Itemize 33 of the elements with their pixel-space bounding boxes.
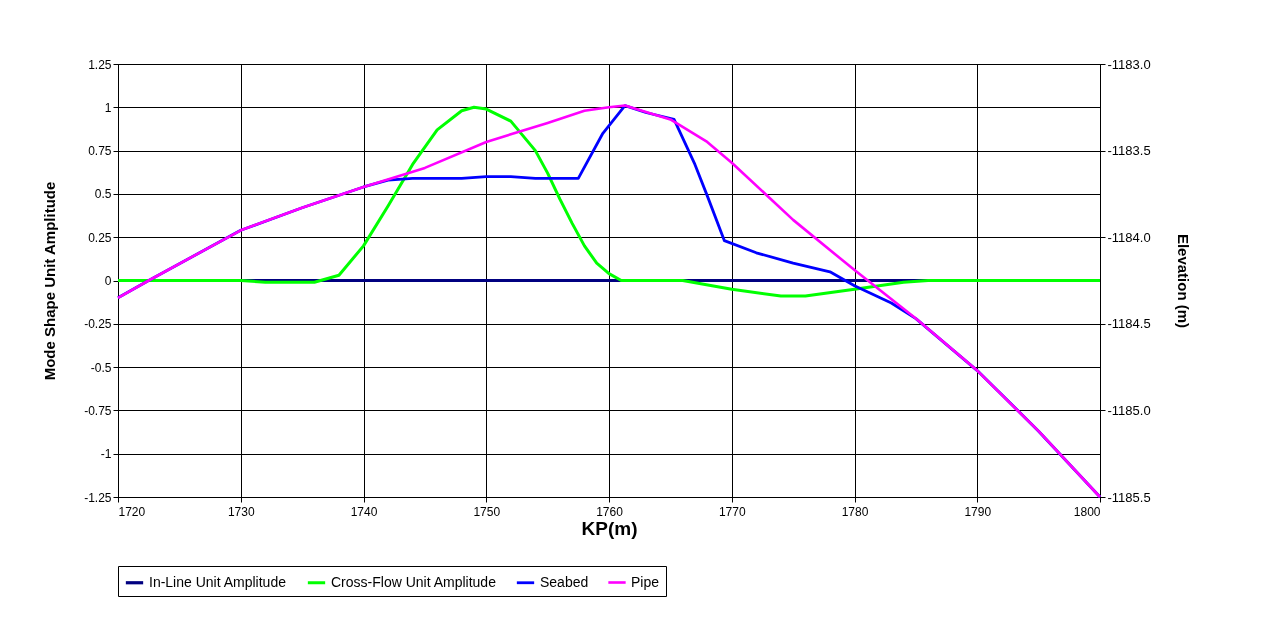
y2-tick-label: -1184.5 [1107, 316, 1151, 332]
x-tick-label: 1740 [350, 504, 378, 519]
legend-label: Seabed [540, 573, 589, 590]
y2-tick-label: -1183.0 [1107, 56, 1151, 72]
y2-axis-title: Elevation (m) [1174, 233, 1192, 329]
y2-tick-label: -1185.0 [1107, 402, 1151, 418]
legend-label: Cross-Flow Unit Amplitude [331, 573, 497, 590]
y-tick-label: -0.25 [84, 317, 112, 332]
y-tick-label: 0.75 [88, 144, 112, 159]
y-tick-label: 0.5 [94, 187, 112, 202]
x-tick-label: 1760 [596, 504, 624, 519]
y-tick-label: -1.25 [84, 490, 112, 505]
x-axis-title: KP(m) [581, 517, 638, 539]
y-tick-label: -1 [100, 447, 112, 462]
y-tick-label: 1 [104, 100, 112, 115]
x-tick-label: 1730 [227, 504, 255, 519]
x-tick-label: 1780 [841, 504, 869, 519]
y2-tick-label: -1183.5 [1107, 143, 1151, 159]
y2-tick-label: -1184.0 [1107, 229, 1151, 245]
y-tick-label: -0.75 [84, 403, 112, 418]
x-tick-label: 1720 [118, 504, 146, 519]
y-tick-label: 0 [104, 274, 112, 288]
x-tick-label: 1750 [473, 504, 501, 519]
x-tick-label: 1800 [1073, 504, 1101, 519]
legend-label: Pipe [631, 573, 660, 590]
y-tick-label: -0.5 [90, 360, 112, 375]
y-tick-label: 1.25 [88, 57, 112, 72]
legend-label: In-Line Unit Amplitude [149, 573, 287, 590]
x-tick-label: 1770 [718, 504, 746, 519]
y2-tick-label: -1185.5 [1107, 489, 1151, 505]
x-tick-label: 1790 [964, 504, 992, 519]
y-axis-title: Mode Shape Unit Amplitude [41, 181, 59, 381]
y-tick-label: 0.25 [88, 230, 112, 245]
